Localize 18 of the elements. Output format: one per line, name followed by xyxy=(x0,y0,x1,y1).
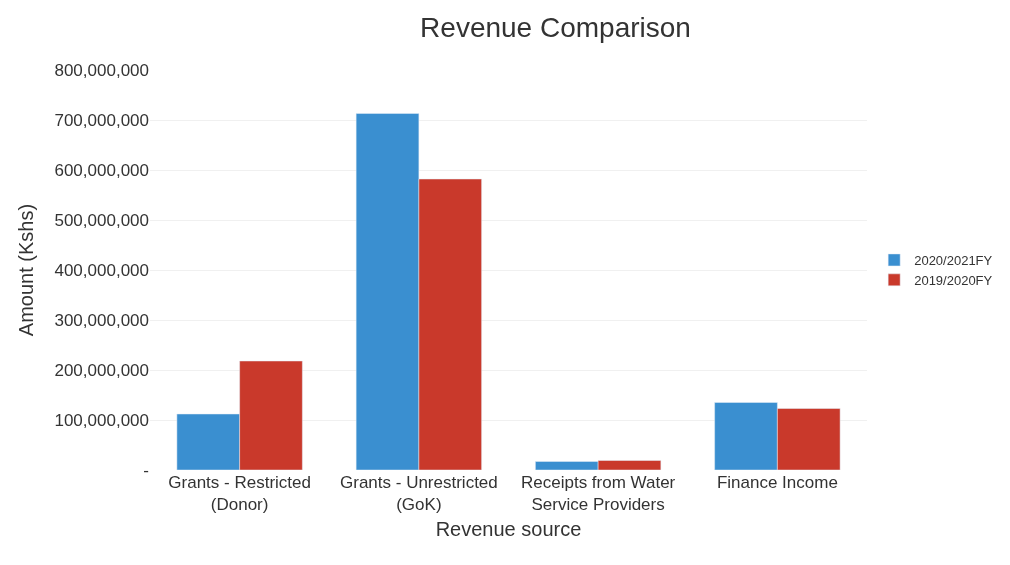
y-tick-label: 200,000,000 xyxy=(54,360,149,380)
y-tick-label: 100,000,000 xyxy=(54,410,149,430)
y-axis-title: Amount (Kshs) xyxy=(14,203,37,337)
y-tick-label: 500,000,000 xyxy=(54,210,149,230)
y-tick-label: 400,000,000 xyxy=(54,260,149,280)
x-tick-label: Grants - Unrestricted (GoK) xyxy=(340,473,498,515)
x-axis-title: Revenue source xyxy=(435,517,582,540)
x-tick-label: Finance Income xyxy=(716,473,838,492)
y-tick-label: 600,000,000 xyxy=(54,160,149,180)
y-tick-label: 300,000,000 xyxy=(54,310,149,330)
legend-label: 2020/2021FY xyxy=(914,253,993,269)
chart-title: Revenue Comparison xyxy=(420,11,691,43)
y-tick-label: 700,000,000 xyxy=(54,110,149,130)
legend-label: 2019/2020FY xyxy=(914,272,993,288)
y-tick-label: 800,000,000 xyxy=(54,60,149,80)
x-tick-label: Grants - Restricted (Donor) xyxy=(168,473,311,515)
x-tick-label: Receipts from Water Service Providers xyxy=(520,473,676,515)
y-tick-label: - xyxy=(143,460,149,480)
